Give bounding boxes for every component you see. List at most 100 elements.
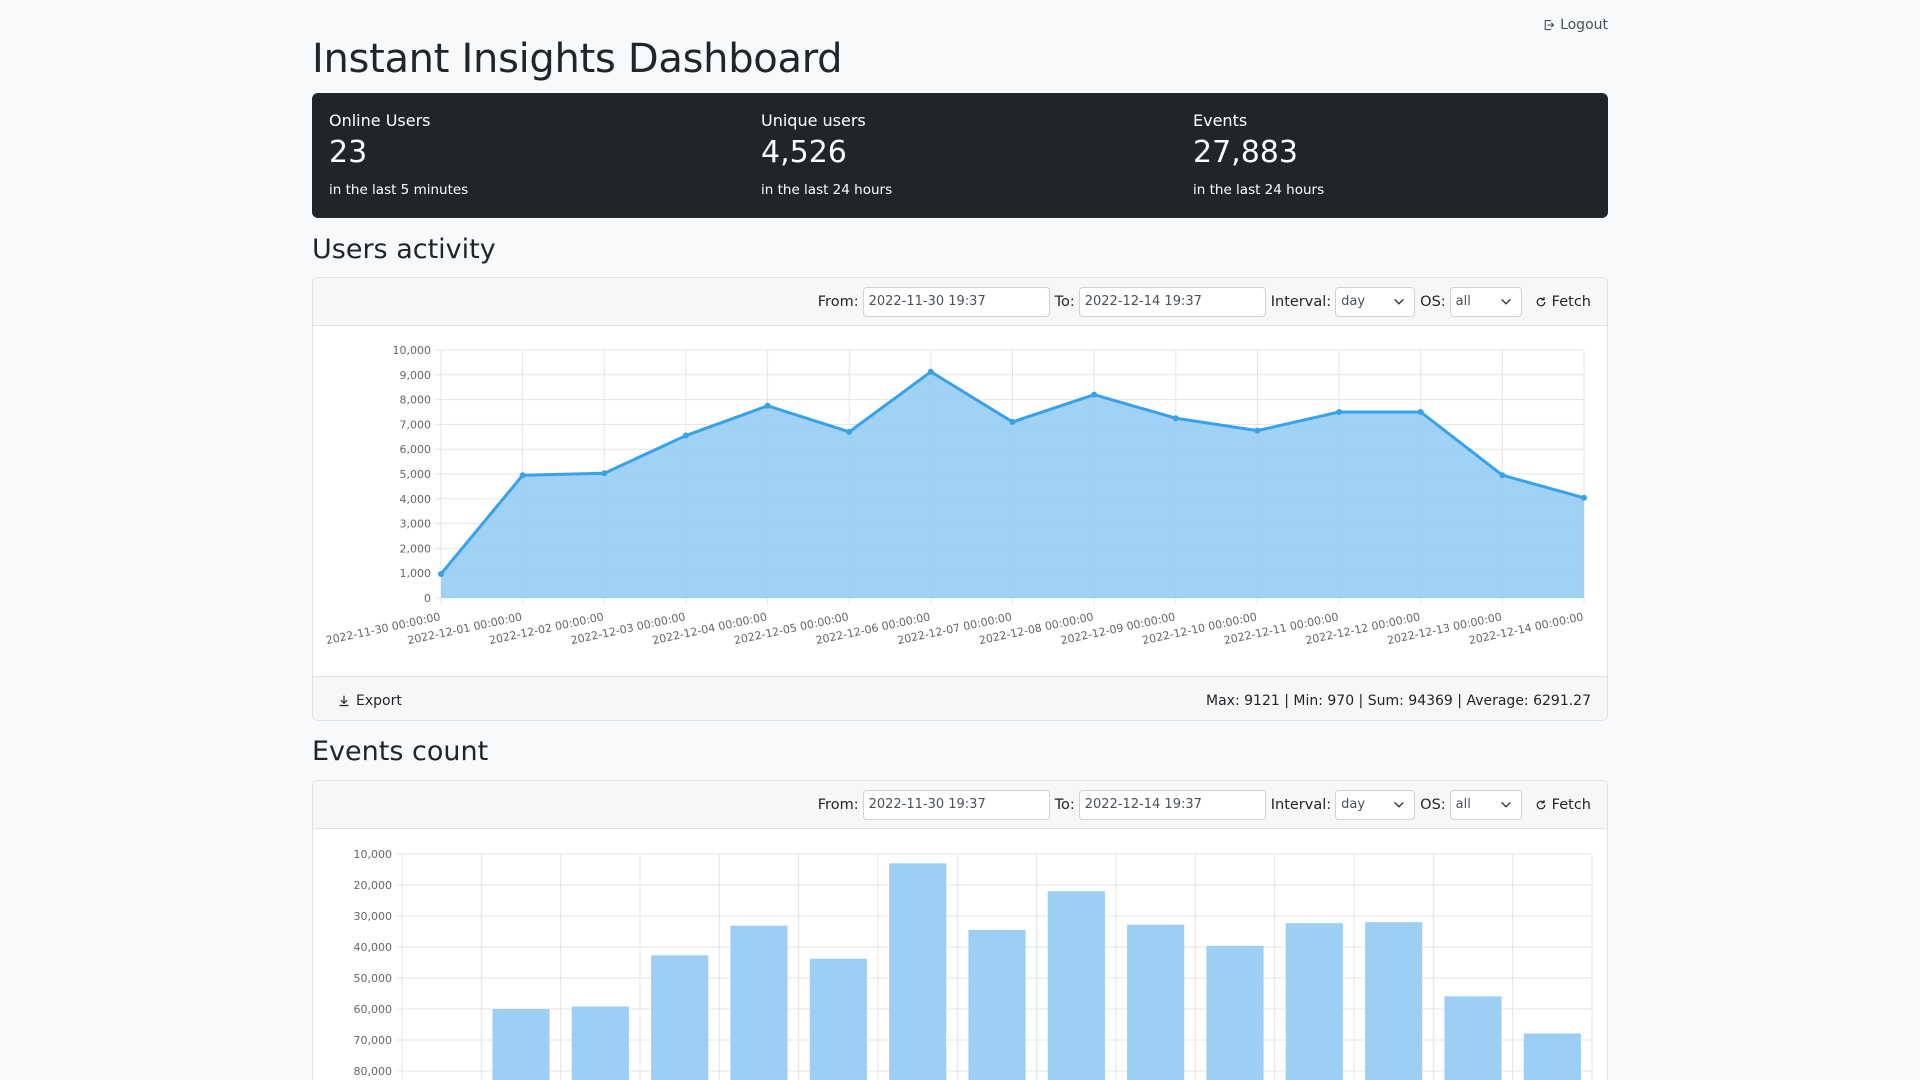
data-point (601, 470, 608, 477)
stat-online-users: Online Users 23 in the last 5 minutes (312, 93, 744, 218)
bar (651, 955, 709, 1080)
interval-select[interactable]: day (1335, 286, 1416, 317)
bar (571, 1006, 629, 1080)
y-tick-label: 5,000 (400, 468, 432, 481)
refresh-icon (1536, 296, 1546, 306)
y-tick-label: 60,000 (354, 1003, 393, 1016)
y-tick-label: 8,000 (400, 394, 432, 407)
to-date-input[interactable] (1078, 286, 1266, 317)
stat-subtitle: in the last 5 minutes (329, 182, 469, 198)
bar (1047, 891, 1105, 1080)
y-tick-label: 1,000 (400, 567, 432, 580)
os-select[interactable]: all (1449, 286, 1522, 317)
stat-label: Unique users (761, 111, 866, 130)
stat-unique-users: Unique users 4,526 in the last 24 hours (744, 93, 1176, 218)
y-tick-label: 7,000 (400, 418, 432, 431)
bar (1127, 924, 1185, 1080)
to-label: To: (1054, 796, 1075, 813)
interval-select[interactable]: day (1335, 789, 1416, 820)
data-point (519, 472, 526, 479)
y-tick-label: 10,000 (354, 848, 393, 861)
users-activity-title: Users activity (312, 234, 496, 265)
y-tick-label: 9,000 (400, 369, 432, 382)
y-tick-label: 2,000 (400, 542, 432, 555)
bar (1285, 923, 1343, 1080)
data-point (438, 570, 444, 577)
data-point (1009, 418, 1016, 425)
stat-value: 23 (329, 135, 368, 170)
interval-label: Interval: (1270, 293, 1332, 310)
stat-label: Online Users (329, 111, 431, 130)
chart-summary: Max: 9121 | Min: 970 | Sum: 94369 | Aver… (1206, 692, 1591, 709)
from-date-input[interactable] (862, 286, 1050, 317)
bar (809, 958, 867, 1080)
users-activity-footer: Export Max: 9121 | Min: 970 | Sum: 94369… (313, 676, 1607, 720)
y-tick-label: 30,000 (354, 910, 393, 923)
from-label: From: (817, 796, 859, 813)
bar (1444, 996, 1502, 1080)
users-activity-filters: From: To: Interval: day OS: all Fetch (313, 278, 1607, 326)
to-date-input[interactable] (1078, 789, 1266, 820)
fetch-button[interactable]: Fetch (1535, 797, 1591, 813)
chevron-down-icon (1394, 801, 1405, 808)
export-button[interactable]: Export (338, 693, 402, 709)
page-title: Instant Insights Dashboard (312, 36, 843, 82)
stat-value: 27,883 (1193, 135, 1298, 170)
data-point (682, 432, 689, 439)
to-label: To: (1054, 293, 1075, 310)
stat-value: 4,526 (761, 135, 847, 170)
os-value: all (1455, 797, 1471, 812)
users-activity-chart: 0 1,000 2,000 3,000 4,000 5,000 6,000 7,000 8,00… (325, 344, 1587, 647)
y-tick-label: 50,000 (354, 972, 393, 985)
os-select[interactable]: all (1449, 789, 1522, 820)
data-point (846, 428, 853, 435)
data-point (1336, 409, 1343, 415)
bar (889, 863, 947, 1080)
users-activity-card: From: To: Interval: day OS: all Fetch 0 1… (312, 277, 1608, 721)
logout-link[interactable]: Logout (1543, 17, 1608, 33)
y-tick-label: 3,000 (400, 518, 432, 531)
chevron-down-icon (1394, 298, 1405, 305)
bar (730, 925, 788, 1080)
events-count-title: Events count (312, 736, 489, 767)
stats-panel: Online Users 23 in the last 5 minutes Un… (312, 93, 1608, 218)
y-tick-label: 80,000 (354, 1065, 393, 1078)
os-label: OS: (1420, 796, 1446, 813)
bar (1206, 945, 1264, 1080)
bar (1365, 922, 1423, 1080)
data-point (1254, 427, 1261, 434)
chevron-down-icon (1500, 298, 1511, 305)
os-value: all (1455, 294, 1471, 309)
data-point (764, 402, 771, 409)
events-count-filters: From: To: Interval: day OS: all Fetch (313, 781, 1607, 829)
data-point (1417, 409, 1424, 415)
area-fill (441, 371, 1584, 598)
logout-icon (1544, 19, 1555, 31)
y-tick-label: 40,000 (354, 941, 393, 954)
interval-value: day (1341, 294, 1366, 309)
interval-label: Interval: (1270, 796, 1332, 813)
download-icon (339, 695, 349, 706)
fetch-button[interactable]: Fetch (1535, 294, 1591, 310)
y-tick-label: 4,000 (400, 493, 432, 506)
y-tick-label: 6,000 (400, 443, 432, 456)
chevron-down-icon (1500, 801, 1511, 808)
data-point (1499, 472, 1506, 479)
from-date-input[interactable] (862, 789, 1050, 820)
refresh-icon (1536, 799, 1546, 809)
events-count-card: From: To: Interval: day OS: all Fetch 10… (312, 780, 1608, 1080)
y-tick-label: 10,000 (393, 344, 432, 357)
data-point (1581, 494, 1587, 501)
stat-subtitle: in the last 24 hours (1193, 182, 1325, 198)
os-label: OS: (1420, 293, 1446, 310)
data-point (1172, 415, 1179, 422)
bar (1523, 1033, 1581, 1080)
stat-subtitle: in the last 24 hours (761, 182, 893, 198)
data-point (1091, 391, 1098, 398)
stat-label: Events (1193, 111, 1248, 130)
y-tick-label: 20,000 (354, 879, 393, 892)
export-label: Export (356, 692, 402, 709)
from-label: From: (817, 293, 859, 310)
interval-value: day (1341, 797, 1366, 812)
stat-events: Events 27,883 in the last 24 hours (1176, 93, 1608, 218)
